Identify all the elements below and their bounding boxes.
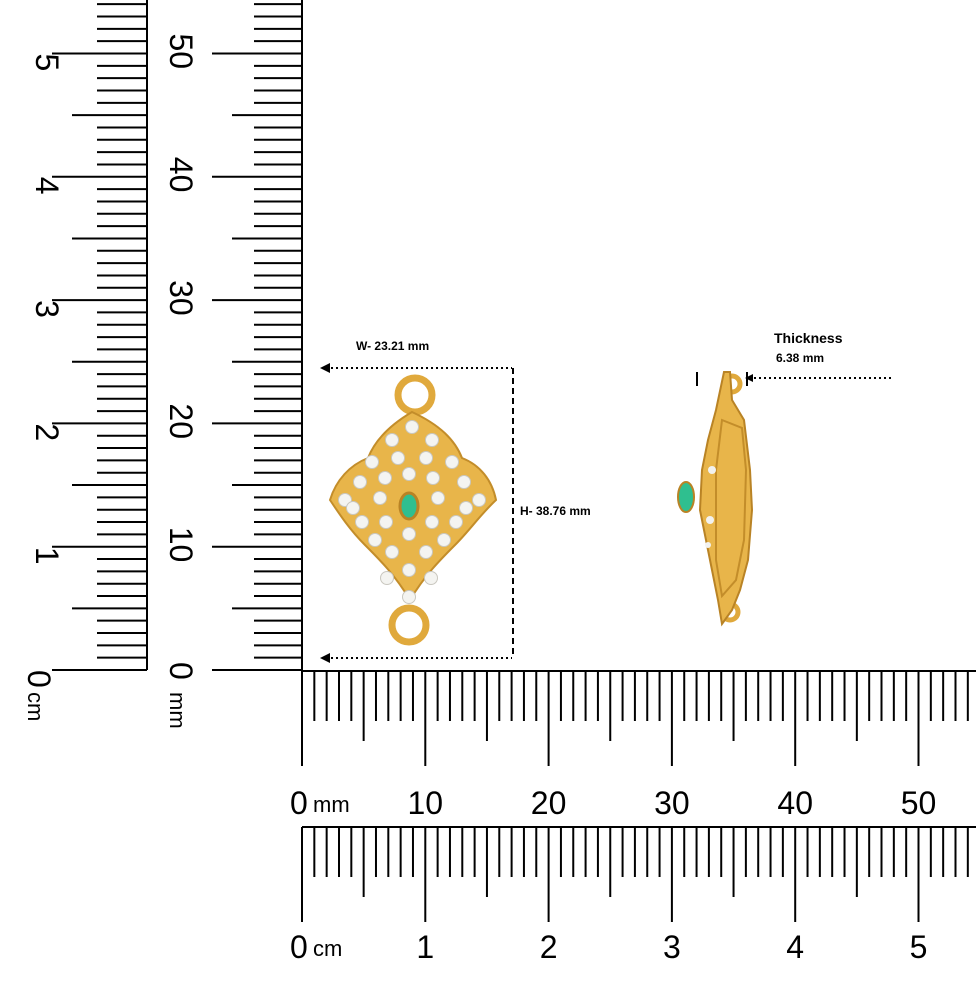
diamond-stone bbox=[402, 590, 416, 604]
pendant-front-view-icon bbox=[328, 374, 498, 646]
diamond-stone bbox=[402, 563, 416, 577]
bottom-cm-label: 5 bbox=[910, 929, 928, 965]
width-dimension: W- 23.21 mm H- 38.76 mm bbox=[320, 339, 591, 663]
diamond-stone bbox=[365, 455, 379, 469]
thickness-title: Thickness bbox=[774, 330, 843, 346]
bottom-cm-label: 3 bbox=[663, 929, 681, 965]
thickness-value: 6.38 mm bbox=[776, 351, 824, 365]
diamond-stone bbox=[391, 451, 405, 465]
diamond-stone bbox=[385, 433, 399, 447]
diamond-stone bbox=[472, 493, 486, 507]
left-mm-label: 50 bbox=[163, 34, 199, 70]
left-mm-label: 10 bbox=[163, 527, 199, 563]
diamond-stone bbox=[373, 491, 387, 505]
left-cm-label: 3 bbox=[29, 300, 65, 318]
diamond-stone bbox=[385, 545, 399, 559]
left-mm-label: 20 bbox=[163, 403, 199, 439]
bottom-mm-zero: 0 bbox=[290, 785, 308, 821]
diamond-stones bbox=[338, 420, 486, 604]
thickness-dimension: Thickness 6.38 mm bbox=[696, 330, 892, 386]
bottom-cm-zero: 0 bbox=[290, 929, 308, 965]
diamond-stone bbox=[457, 475, 471, 489]
left-cm-label: 4 bbox=[29, 177, 65, 195]
bottom-mm-label: 30 bbox=[654, 785, 690, 821]
diamond-stone bbox=[380, 571, 394, 585]
diamond-stone bbox=[355, 515, 369, 529]
left-cm-label: 2 bbox=[29, 423, 65, 441]
diamond-stone bbox=[368, 533, 382, 547]
diamond-stone bbox=[431, 491, 445, 505]
bottom-mm-label: 50 bbox=[901, 785, 937, 821]
bottom-mm-unit: mm bbox=[313, 792, 350, 817]
left-cm-label: 1 bbox=[29, 547, 65, 565]
diamond-stone bbox=[449, 515, 463, 529]
bottom-cm-label: 2 bbox=[540, 929, 558, 965]
diamond-stone bbox=[459, 501, 473, 515]
bottom-cm-label: 4 bbox=[786, 929, 804, 965]
left-mm-label: 30 bbox=[163, 280, 199, 316]
left-cm-label: 5 bbox=[29, 54, 65, 72]
left-mm-zero: 0 bbox=[163, 662, 199, 680]
left-cm-unit: cm bbox=[23, 692, 48, 721]
left-mm-unit: mm bbox=[165, 692, 190, 729]
diamond-stone bbox=[426, 471, 440, 485]
bottom-mm-label: 20 bbox=[531, 785, 567, 821]
left-mm-label: 40 bbox=[163, 157, 199, 193]
bottom-mm-label: 10 bbox=[408, 785, 444, 821]
diamond-stone bbox=[425, 515, 439, 529]
diamond-stone bbox=[419, 545, 433, 559]
pendant-side-view-icon bbox=[677, 371, 754, 627]
height-label: H- 38.76 mm bbox=[520, 504, 591, 518]
left-cm-zero: 0 bbox=[21, 670, 57, 688]
diamond-stone bbox=[424, 571, 438, 585]
diamond-stone bbox=[437, 533, 451, 547]
diamond-stone bbox=[405, 420, 419, 434]
diamond-stone bbox=[419, 451, 433, 465]
diamond-stone bbox=[378, 471, 392, 485]
width-label: W- 23.21 mm bbox=[356, 339, 429, 353]
diamond-stone bbox=[346, 501, 360, 515]
bottom-mm-label: 40 bbox=[777, 785, 813, 821]
bottom-cm-unit: cm bbox=[313, 936, 342, 961]
diamond-stone bbox=[379, 515, 393, 529]
diamond-stone bbox=[353, 475, 367, 489]
diamond-stone bbox=[402, 527, 416, 541]
diamond-stone bbox=[402, 467, 416, 481]
diamond-stone bbox=[425, 433, 439, 447]
diamond-stone bbox=[445, 455, 459, 469]
bottom-cm-label: 1 bbox=[416, 929, 434, 965]
